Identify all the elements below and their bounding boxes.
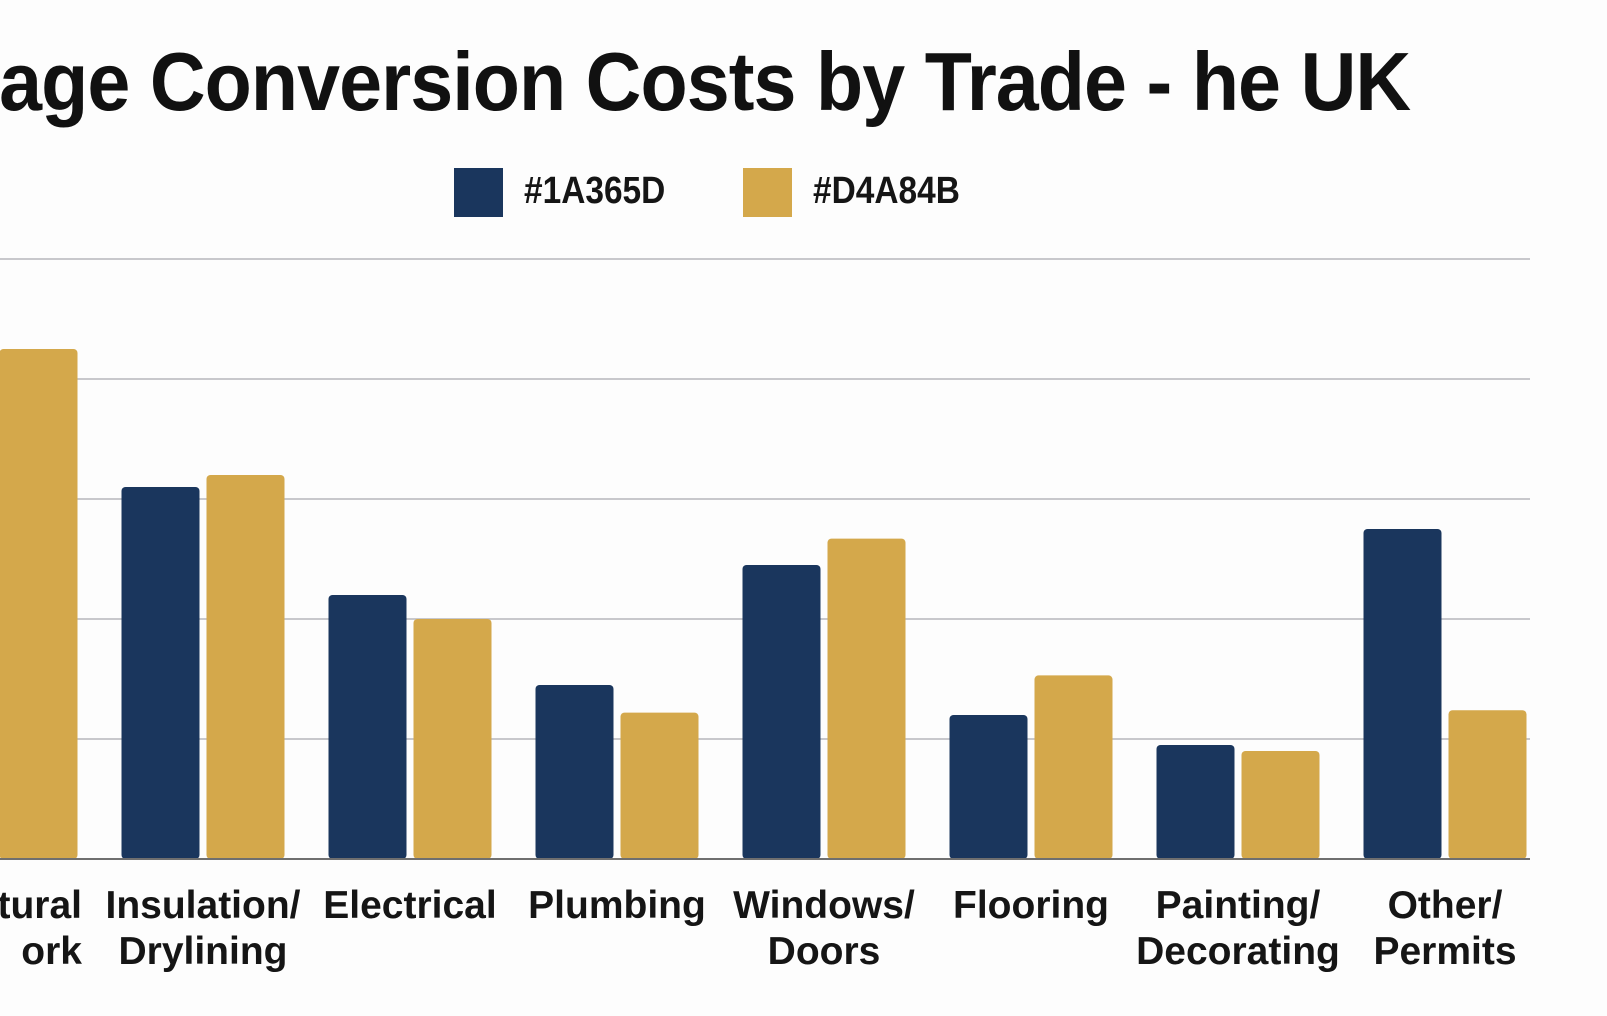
x-tick-label: Insulation/: [106, 884, 301, 927]
bar-series-2-4: [827, 538, 906, 859]
legend-swatch-series-2: [743, 168, 792, 217]
legend-swatch-series-1: [454, 168, 503, 217]
legend-label-series-2: #D4A84B: [813, 170, 960, 212]
x-tick-label: ork: [21, 930, 82, 973]
x-tick-label: Painting/: [1156, 884, 1321, 927]
x-tick-label: Windows/: [733, 884, 915, 927]
bar-series-1-3: [535, 685, 614, 859]
x-tick-label: Permits: [1373, 930, 1516, 973]
x-tick-label: Electrical: [323, 884, 496, 927]
x-tick-label: Plumbing: [528, 884, 706, 927]
bar-series-2-2: [413, 619, 492, 859]
chart-title: arage Conversion Costs by Trade - he UK: [0, 35, 1411, 128]
x-tick-label: ctural: [0, 884, 82, 927]
bar-series-2-0: [0, 349, 78, 859]
legend-label-series-1: #1A365D: [524, 170, 666, 212]
x-tick-label: Drylining: [118, 930, 287, 973]
bar-series-1-4: [742, 565, 821, 859]
bar-series-1-1: [121, 487, 200, 859]
x-tick-label: Doors: [768, 930, 881, 973]
bar-series-2-5: [1034, 675, 1113, 859]
x-tick-label: Decorating: [1136, 930, 1340, 973]
bar-series-1-6: [1156, 745, 1235, 859]
bar-series-2-1: [206, 475, 285, 859]
bar-series-1-5: [949, 715, 1028, 859]
bar-series-2-3: [620, 712, 699, 859]
bar-series-2-6: [1241, 751, 1320, 859]
x-tick-label: Other/: [1388, 884, 1503, 927]
bar-series-1-2: [328, 595, 407, 859]
bar-series-2-7: [1448, 710, 1527, 859]
x-tick-label: Flooring: [953, 884, 1109, 927]
bar-series-1-7: [1363, 529, 1442, 859]
